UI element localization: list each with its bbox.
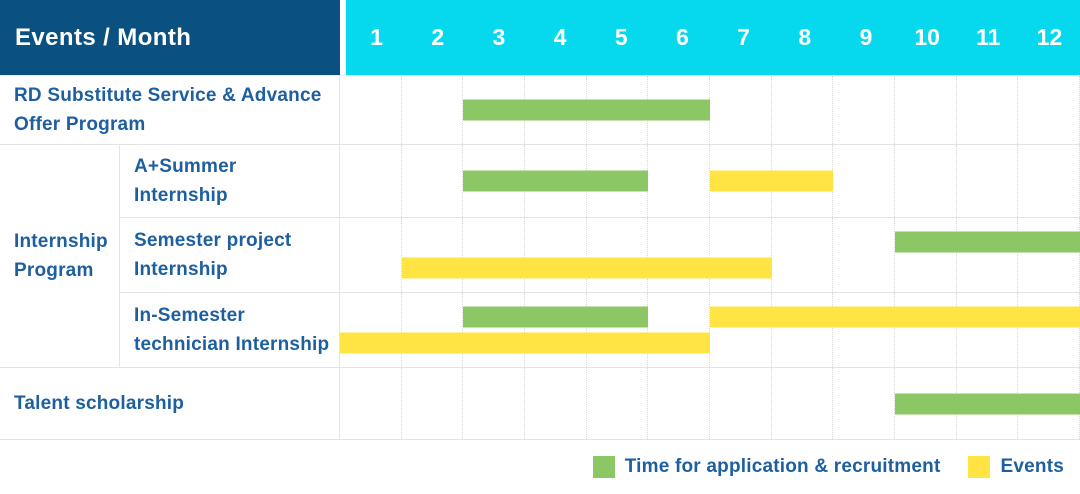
month-grid-cell: [710, 76, 772, 144]
month-grid-cell: [895, 145, 957, 217]
month-grid-cell: [710, 218, 772, 292]
month-grid-cell: [587, 293, 649, 367]
legend: Time for application & recruitment Event…: [0, 440, 1080, 494]
month-grid-cell: [587, 368, 649, 439]
month-grid-cell: [833, 218, 896, 292]
month-grid-cell: [957, 76, 1019, 144]
row-label-text: A+Summer Internship: [134, 155, 237, 206]
month-grid-cell: [340, 145, 402, 217]
header-events-month-cell: Events / Month: [0, 0, 340, 75]
month-grid-cell: [833, 145, 896, 217]
month-grid-cell: [648, 145, 711, 217]
gantt-bar-green: [463, 170, 649, 192]
month-label: 7: [737, 24, 751, 50]
month-grid-cell: [587, 218, 649, 292]
month-grid-cell: [957, 218, 1019, 292]
gantt-bar-green: [895, 393, 1080, 414]
month-grid-cell: [957, 145, 1019, 217]
month-grid-cell: [895, 218, 957, 292]
month-grid-cell: [648, 368, 711, 439]
month-grid-cell: [895, 76, 957, 144]
month-area-in-semester-technician: [340, 293, 1080, 368]
legend-item-events: Events: [968, 456, 1064, 478]
group-label-text: Internship Program: [14, 230, 108, 281]
month-grid-cell: [525, 368, 587, 439]
month-grid-cell: [340, 368, 402, 439]
row-label-text: Semester project Internship: [134, 229, 292, 280]
month-grid-cell: [463, 218, 526, 292]
month-grid-cell: [1018, 76, 1080, 144]
month-grid-cell: [340, 218, 402, 292]
month-area-semester-project: [340, 218, 1080, 293]
month-grid-cell: [402, 218, 464, 292]
month-label: 1: [370, 24, 383, 50]
row-label-text: RD Substitute Service & Advance Offer Pr…: [14, 84, 322, 135]
header-title: Events / Month: [15, 23, 192, 51]
month-grid-cell: [463, 293, 526, 367]
month-label: 6: [676, 24, 689, 50]
month-grid-cell: [957, 293, 1019, 367]
month-grid-cell: [772, 76, 834, 144]
month-grid-cell: [648, 293, 711, 367]
gantt-bar-yellow: [340, 332, 710, 354]
month-grid-cell: [1018, 218, 1080, 292]
month-label: 10: [914, 24, 940, 50]
month-label: 5: [614, 24, 628, 50]
month-label: 3: [492, 24, 506, 50]
month-grid-cell: [1018, 145, 1080, 217]
month-grid-cell: [710, 293, 772, 367]
month-grid-cell: [833, 368, 896, 439]
month-grid-cell: [833, 76, 896, 144]
month-label: 2: [431, 24, 445, 50]
row-label-in-semester-technician: In-Semester technician Internship: [120, 293, 340, 368]
month-grid-cell: [340, 293, 402, 367]
row-label-rd-substitute: RD Substitute Service & Advance Offer Pr…: [0, 75, 340, 145]
month-label: 9: [859, 24, 873, 50]
row-label-semester-project: Semester project Internship: [120, 218, 340, 293]
gantt-bar-yellow: [710, 306, 1080, 328]
legend-swatch-yellow: [968, 456, 991, 478]
gantt-bar-green: [463, 99, 710, 121]
month-grid-cell: [402, 293, 464, 367]
month-grid-cell: [772, 293, 834, 367]
month-label: 12: [1036, 24, 1063, 50]
gantt-chart-table: Events / Month 1 2 3 4 5 6 7 8 9 10 11 12 RD Substi…: [0, 0, 1080, 440]
month-grid-cell: [772, 368, 834, 439]
row-label-text: Talent scholarship: [14, 392, 185, 414]
gantt-bar-yellow: [401, 257, 772, 279]
month-label: 11: [976, 24, 1001, 50]
gantt-bar-green: [463, 306, 649, 328]
month-header-row: 1 2 3 4 5 6 7 8 9 10 11 12: [340, 0, 1080, 75]
group-label-internship-program: Internship Program: [0, 145, 120, 368]
row-label-text: In-Semester technician Internship: [134, 304, 330, 355]
month-grid-cell: [710, 368, 772, 439]
month-grid-cell: [772, 218, 834, 292]
month-grid-cell: [525, 293, 587, 367]
legend-label: Events: [1000, 456, 1064, 477]
month-grid-cell: [402, 145, 464, 217]
month-area-a-plus-summer: [340, 145, 1080, 218]
legend-label: Time for application & recruitment: [624, 456, 941, 477]
month-label: 4: [553, 24, 567, 50]
gantt-bar-yellow: [710, 170, 834, 192]
gantt-bar-green: [895, 231, 1080, 253]
month-area-rd-substitute: [340, 75, 1080, 145]
month-grid-cell: [1018, 293, 1080, 367]
month-grid-cell: [402, 368, 464, 439]
month-grid-cell: [648, 218, 711, 292]
month-grid-cell: [525, 218, 587, 292]
row-label-talent-scholarship: Talent scholarship: [0, 368, 340, 440]
month-grid-cell: [463, 368, 526, 439]
month-label: 8: [798, 24, 812, 50]
month-grid-cell: [895, 293, 957, 367]
month-area-talent-scholarship: [340, 368, 1080, 440]
row-label-a-plus-summer: A+Summer Internship: [120, 145, 340, 218]
legend-item-application-recruitment: Time for application & recruitment: [592, 456, 941, 478]
month-grid-cell: [402, 76, 464, 144]
month-grid-cell: [833, 293, 896, 367]
legend-swatch-green: [592, 456, 615, 478]
month-grid-cell: [340, 76, 402, 144]
